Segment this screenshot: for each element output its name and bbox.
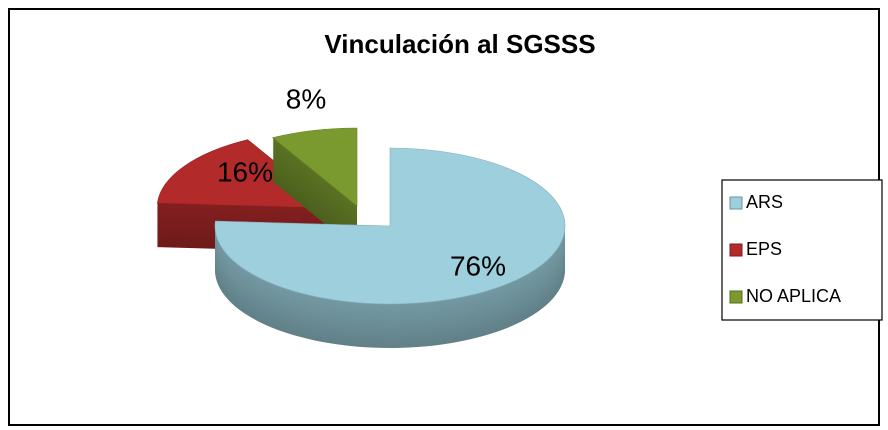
chart-title: Vinculación al SGSSS (324, 29, 595, 59)
legend-box (721, 179, 883, 321)
legend-label: EPS (746, 239, 782, 259)
legend-swatch (729, 196, 743, 210)
legend-swatch (729, 290, 743, 304)
data-label: 76% (450, 250, 506, 281)
legend-label: NO APLICA (746, 286, 841, 306)
data-label: 8% (286, 83, 326, 114)
pie-slice (272, 127, 358, 207)
pie-slice (214, 147, 566, 305)
pie-slice-group (214, 147, 566, 348)
pie-slice-group (272, 127, 358, 250)
legend-label: ARS (746, 192, 783, 212)
data-label: 16% (217, 156, 273, 187)
legend-swatch (729, 243, 743, 257)
